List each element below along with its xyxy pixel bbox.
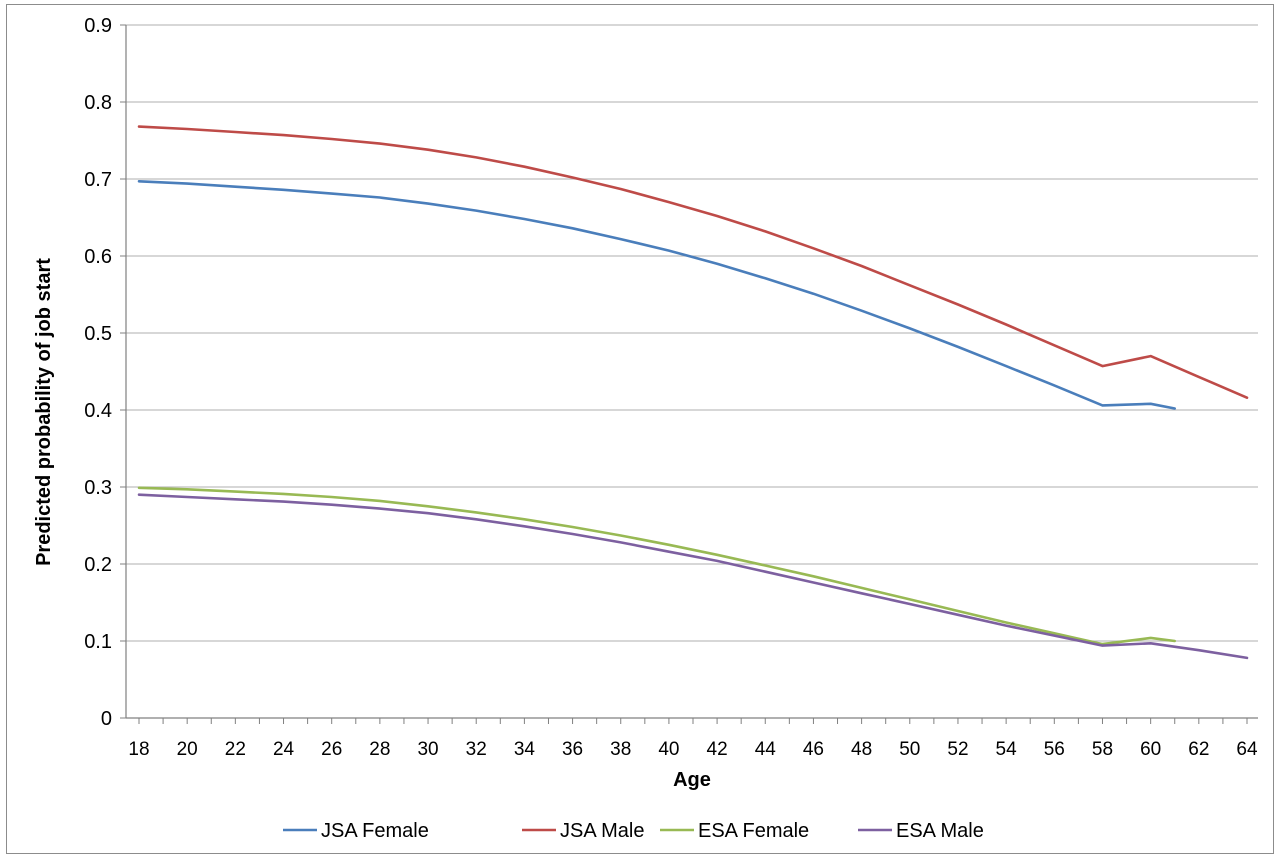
x-tick-label: 62 xyxy=(1188,739,1209,760)
legend-label: JSA Female xyxy=(321,820,429,842)
x-tick-label: 56 xyxy=(1044,739,1065,760)
y-tick-label: 0.5 xyxy=(84,323,112,345)
x-tick-label: 58 xyxy=(1092,739,1113,760)
x-tick-label: 40 xyxy=(658,739,679,760)
legend-label: ESA Male xyxy=(896,820,984,842)
y-tick-label: 0.6 xyxy=(84,246,112,268)
chart-frame xyxy=(6,4,1274,854)
x-tick-label: 50 xyxy=(899,739,920,760)
x-tick-label: 52 xyxy=(947,739,968,760)
y-tick-label: 0.1 xyxy=(84,631,112,653)
legend-label: JSA Male xyxy=(560,820,644,842)
series-line-esa-male xyxy=(137,493,1249,660)
y-tick-labels: 0 0.1 0.2 0.3 0.4 0.5 0.6 0.7 0.8 0.9 xyxy=(84,15,112,730)
series-line-esa-female xyxy=(137,486,1176,646)
x-tick-label: 22 xyxy=(225,739,246,760)
x-tick-label: 18 xyxy=(128,739,149,760)
series-line-jsa-female xyxy=(137,180,1176,410)
x-tick-label: 30 xyxy=(417,739,438,760)
x-tick-label: 24 xyxy=(273,739,295,760)
legend: JSA Female JSA Male ESA Female ESA Male xyxy=(283,820,984,842)
y-tick-label: 0.4 xyxy=(84,400,112,422)
x-tick-label: 44 xyxy=(755,739,777,760)
x-tick-label: 54 xyxy=(996,739,1018,760)
x-axis-title: Age xyxy=(673,769,711,791)
x-tick-label: 36 xyxy=(562,739,583,760)
x-tick-labels: 18 20 22 24 26 28 30 32 34 36 38 40 42 44 46 48 50 52 54 56… xyxy=(128,739,1258,760)
series-line-jsa-male xyxy=(137,125,1249,400)
x-tick-label: 64 xyxy=(1236,739,1258,760)
x-tick-label: 28 xyxy=(369,739,390,760)
x-tick-label: 20 xyxy=(177,739,198,760)
y-tick-label: 0.2 xyxy=(84,554,112,576)
x-tick-label: 32 xyxy=(466,739,487,760)
x-tick-label: 26 xyxy=(321,739,342,760)
y-tick-label: 0.3 xyxy=(84,477,112,499)
x-tick-label: 46 xyxy=(803,739,824,760)
y-axis-title: Predicted probability of job start xyxy=(33,258,55,566)
y-tick-label: 0.9 xyxy=(84,15,112,37)
axes xyxy=(120,24,1258,724)
y-tick-label: 0 xyxy=(101,708,112,730)
y-tick-label: 0.7 xyxy=(84,169,112,191)
x-tick-label: 34 xyxy=(514,739,536,760)
y-tick-label: 0.8 xyxy=(84,92,112,114)
x-tick-label: 60 xyxy=(1140,739,1161,760)
x-tick-label: 38 xyxy=(610,739,631,760)
series-lines xyxy=(137,125,1249,660)
x-tick-label: 48 xyxy=(851,739,872,760)
legend-label: ESA Female xyxy=(698,820,809,842)
x-tick-label: 42 xyxy=(707,739,728,760)
